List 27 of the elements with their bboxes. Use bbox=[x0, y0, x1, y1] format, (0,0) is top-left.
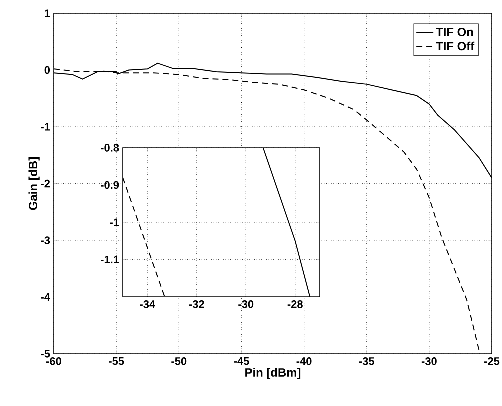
x-tick-label: -60 bbox=[46, 358, 62, 366]
legend-label: TIF Off bbox=[436, 42, 475, 51]
x-tick-label: -50 bbox=[172, 358, 187, 366]
y-tick-label: -4 bbox=[41, 293, 50, 302]
x-tick-label: -32 bbox=[189, 300, 204, 308]
y-tick-label: -2 bbox=[41, 180, 50, 188]
x-tick-label: -40 bbox=[296, 358, 312, 366]
y-axis-title: Gain [dB] bbox=[28, 158, 40, 210]
y-tick-label: -1 bbox=[110, 218, 120, 226]
y-tick-label: -5 bbox=[41, 350, 50, 358]
x-tick-label: -25 bbox=[484, 358, 500, 366]
y-tick-label: -0.8 bbox=[101, 144, 120, 152]
y-tick-label: -3 bbox=[41, 236, 50, 244]
y-tick-label: -1.1 bbox=[101, 256, 120, 264]
legend-label: TIF On bbox=[436, 28, 474, 36]
y-tick-label: 0 bbox=[44, 66, 50, 74]
x-tick-label: -55 bbox=[109, 358, 124, 366]
y-tick-label: -1 bbox=[41, 123, 50, 131]
y-tick-label: -0.9 bbox=[101, 181, 120, 190]
x-tick-label: -28 bbox=[288, 300, 303, 308]
x-tick-label: -34 bbox=[140, 300, 156, 308]
x-tick-label: -30 bbox=[422, 358, 437, 366]
x-tick-label: -35 bbox=[359, 358, 374, 366]
y-tick-label: 1 bbox=[45, 10, 50, 18]
x-axis-title: Pin [dBm] bbox=[246, 368, 301, 380]
x-tick-label: -45 bbox=[234, 358, 250, 366]
x-tick-label: -30 bbox=[238, 300, 254, 308]
